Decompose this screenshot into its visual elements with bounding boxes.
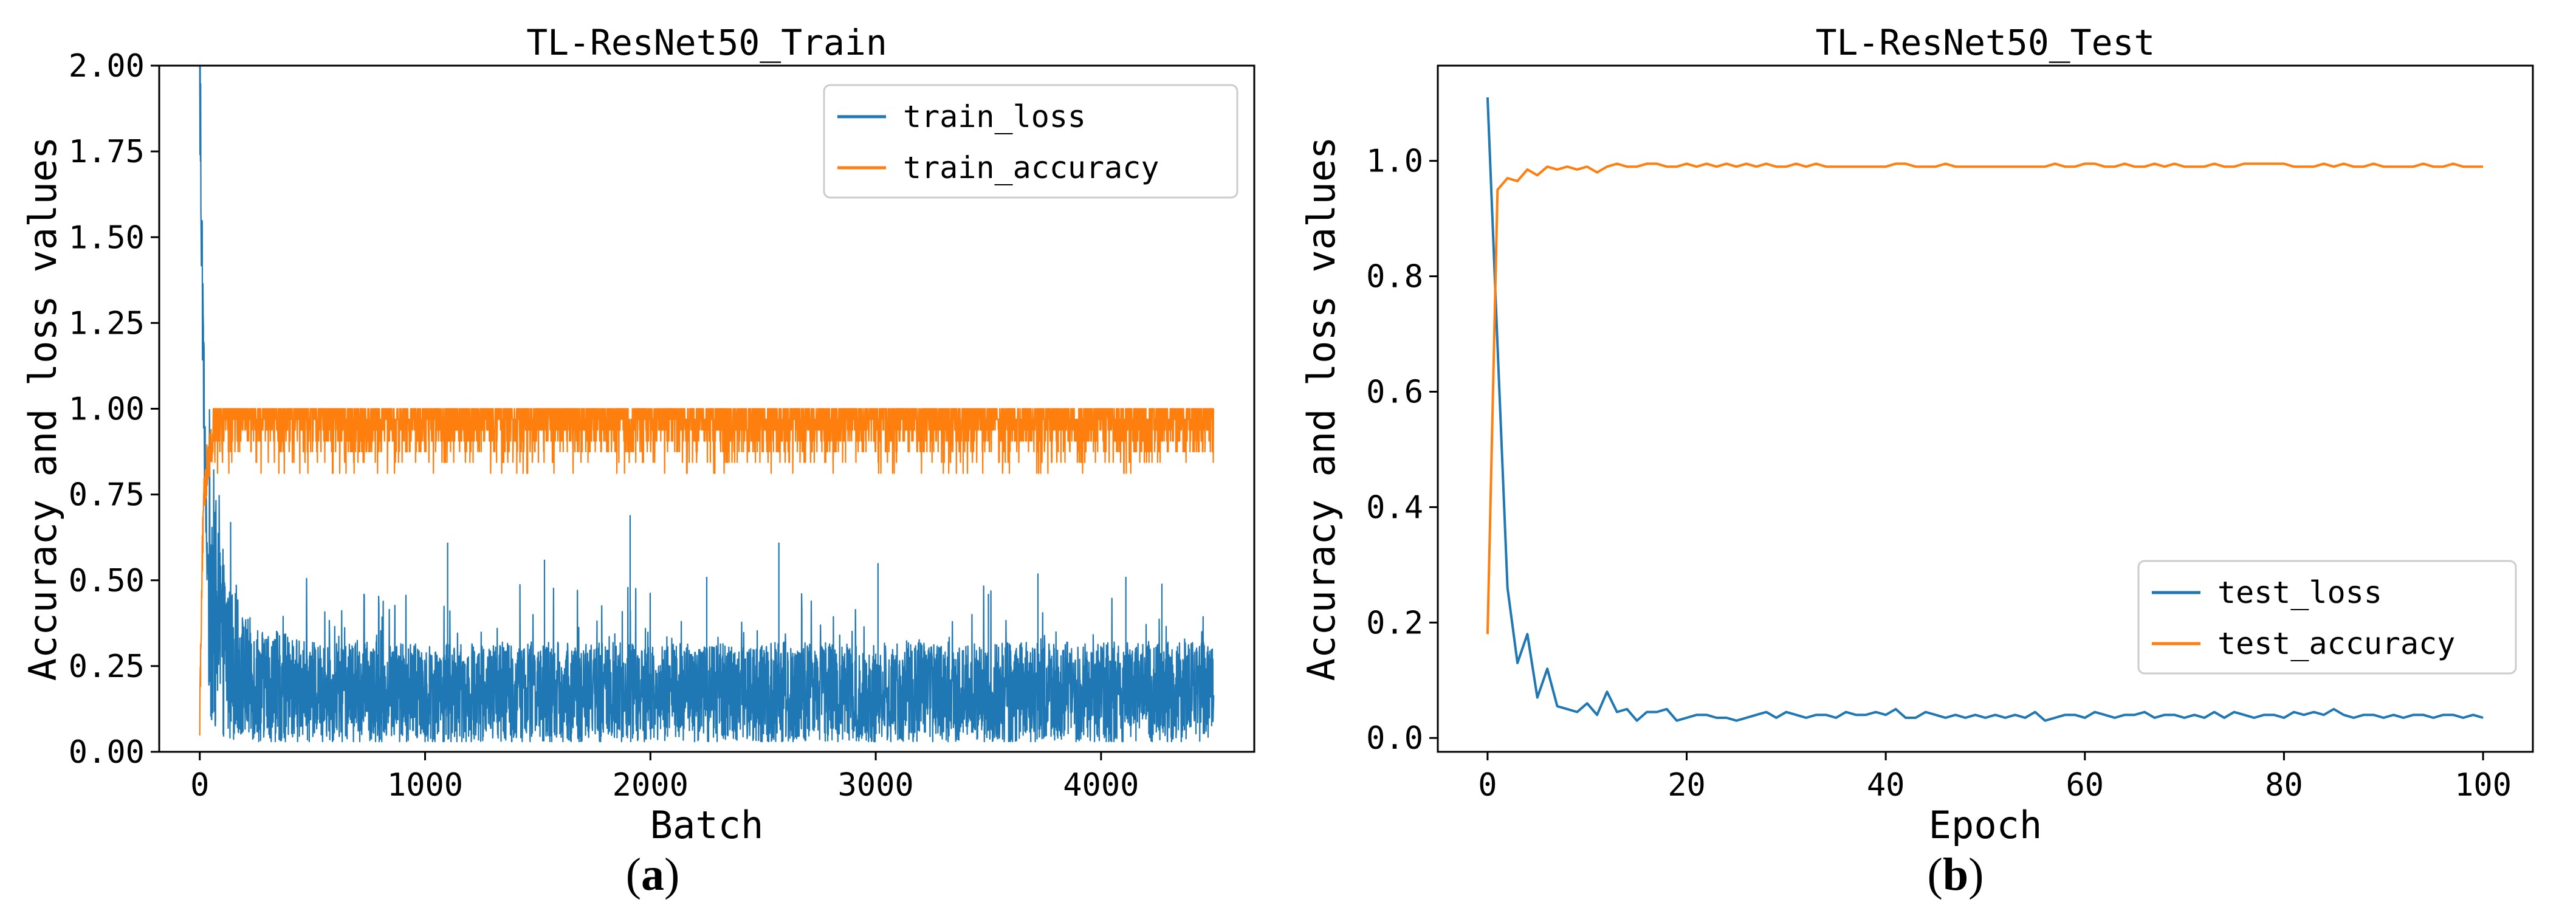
chart-panel-1: TL-ResNet50_Train 0 1000 2000 3000 4000 0.00 0.…: [21, 22, 1255, 847]
x-tick-label: 2000: [613, 767, 689, 803]
y-tick-label: 0.6: [1366, 374, 1423, 410]
y-tick-label: 0.00: [69, 734, 145, 771]
x-tick-label: 40: [1867, 767, 1905, 803]
panel-label-paren: (: [1928, 849, 1943, 900]
y-tick-label: 1.25: [69, 305, 145, 342]
legend: test_loss test_accuracy: [2137, 560, 2517, 675]
panel-label-paren: ): [1968, 849, 1984, 900]
y-tick-label: 1.75: [69, 134, 145, 170]
y-axis-label: Accuracy and loss values: [1299, 137, 1344, 681]
plot-area: [199, 66, 1215, 743]
panel-label-paren: (: [626, 849, 641, 900]
chart-title: TL-ResNet50_Test: [1816, 22, 2155, 63]
series-line-test-loss: [1486, 97, 2484, 722]
panel-label-paren: ): [664, 849, 679, 900]
y-tick-label: 0.75: [69, 477, 145, 514]
x-tick-label: 0: [190, 767, 209, 803]
y-tick-label: 0.2: [1366, 605, 1423, 641]
y-tick-label: 1.00: [69, 391, 145, 428]
chart-panel-2: TL-ResNet50_Test 0 20 40 60 80 100 0.0 0.2 0.4 0.6…: [1299, 22, 2534, 847]
y-tick-label: 0.0: [1366, 720, 1423, 757]
x-axis-label: Epoch: [1929, 803, 2042, 847]
panel-label: (b): [1928, 849, 1984, 900]
y-tick-label: 1.0: [1366, 143, 1423, 180]
panel-label-letter: a: [641, 849, 664, 900]
x-tick-label: 0: [1478, 767, 1497, 803]
legend: train_loss train_accuracy: [823, 84, 1238, 199]
legend-box: [823, 84, 1238, 199]
x-tick-label: 100: [2454, 767, 2512, 803]
legend-label: train_accuracy: [903, 150, 1159, 185]
plot-frame: [1437, 64, 2534, 753]
panel-label-letter: b: [1943, 849, 1968, 900]
panel-label: (a): [626, 849, 680, 900]
y-tick-label: 0.50: [69, 563, 145, 599]
y-axis-label: Accuracy and loss values: [21, 137, 65, 681]
series-line-train-accuracy: [199, 408, 1214, 736]
legend-label: test_accuracy: [2217, 626, 2455, 661]
series-line-train-loss: [199, 66, 1215, 743]
x-tick-label: 4000: [1063, 767, 1139, 803]
x-tick-label: 1000: [387, 767, 463, 803]
y-tick-label: 1.50: [69, 219, 145, 256]
x-axis-label: Batch: [650, 803, 764, 847]
x-tick-label: 20: [1668, 767, 1706, 803]
y-tick-label: 2.00: [69, 48, 145, 84]
legend-label: test_loss: [2217, 575, 2382, 610]
y-tick-label: 0.4: [1366, 489, 1423, 526]
y-tick-label: 0.8: [1366, 259, 1423, 295]
plot-area: [1486, 97, 2484, 722]
x-tick-label: 80: [2265, 767, 2303, 803]
chart-title: TL-ResNet50_Train: [526, 22, 887, 63]
x-tick-label: 3000: [837, 767, 913, 803]
x-tick-label: 60: [2066, 767, 2104, 803]
legend-label: train_loss: [903, 99, 1086, 134]
series-line-test-accuracy: [1486, 162, 2484, 635]
y-tick-label: 0.25: [69, 648, 145, 685]
legend-box: [2137, 560, 2517, 675]
